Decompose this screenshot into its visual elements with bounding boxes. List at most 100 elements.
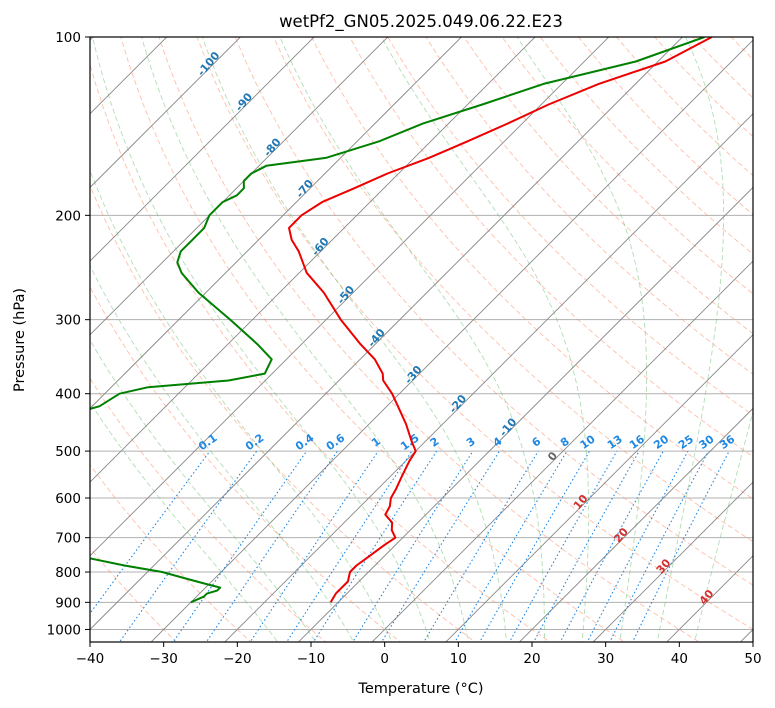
mixing-ratio-label: 0.4	[293, 431, 317, 453]
grid-lines	[90, 37, 753, 630]
isotherm-label: -10	[497, 415, 520, 439]
x-tick-label: −10	[297, 651, 326, 667]
y-axis-ticks: 100 200 300 400 500 600 700 800 900 1000	[47, 30, 90, 638]
mixing-ratio-label: 13	[605, 433, 625, 452]
moist-adiabat	[90, 401, 279, 642]
moist-adiabat	[694, 409, 753, 642]
mixing-ratio-line	[352, 450, 474, 642]
isotherm-line	[297, 186, 753, 642]
isotherm-line	[90, 37, 684, 631]
moist-adiabat	[141, 37, 469, 642]
mixing-ratio-label: 8	[558, 435, 572, 450]
dry-adiabat	[577, 37, 753, 216]
mixing-ratio-label: 3	[464, 435, 478, 450]
mixing-ratio-line	[423, 450, 539, 642]
y-tick-label: 700	[55, 531, 81, 547]
plot-frame	[89, 36, 754, 643]
dry-adiabat	[90, 547, 177, 642]
moist-adiabat	[90, 339, 317, 642]
dry-adiabat	[272, 37, 753, 543]
isotherm-label: -60	[309, 235, 332, 259]
mixing-ratio-line	[90, 450, 211, 615]
mixing-ratio-line	[609, 450, 709, 642]
dry-adiabat	[90, 285, 402, 642]
mixing-ratio-line	[172, 450, 308, 642]
dry-adiabat	[501, 37, 753, 295]
isotherm-line	[90, 37, 463, 410]
moist-adiabat	[201, 37, 507, 642]
mixing-ratio-line	[286, 450, 413, 642]
dry-adiabat	[615, 37, 753, 177]
dry-adiabat	[743, 10, 775, 654]
dry-adiabat	[90, 377, 327, 642]
mixing-ratio-label: 6	[529, 435, 543, 450]
dry-adiabat	[158, 37, 701, 642]
isotherm-label: -90	[233, 90, 256, 114]
mixing-ratio-label: 36	[717, 432, 737, 452]
dry-adiabat	[90, 184, 476, 642]
isotherm-line	[518, 407, 753, 642]
dry-adiabat	[311, 37, 753, 500]
mixing-ratio-line	[118, 450, 258, 642]
temperature-series-line	[288, 37, 713, 603]
y-tick-label: 200	[55, 208, 81, 224]
dry-adiabat	[539, 37, 753, 255]
moist-adiabat	[380, 37, 590, 642]
moist-adiabat	[279, 37, 545, 642]
x-tick-label: 40	[671, 651, 688, 667]
isotherm-line	[90, 37, 536, 483]
isotherm-line	[224, 113, 753, 642]
isotherm-label: -40	[365, 326, 388, 350]
isotherm-line	[90, 37, 389, 336]
x-tick-label: −30	[149, 651, 178, 667]
isotherm-label: -50	[334, 283, 357, 307]
y-tick-label: 1000	[47, 622, 81, 638]
y-tick-label: 800	[55, 565, 81, 581]
moist-adiabat	[656, 37, 725, 642]
isotherm-line	[150, 39, 753, 642]
x-tick-label: 50	[744, 651, 761, 667]
x-tick-label: −40	[76, 651, 105, 667]
profile-series	[90, 37, 713, 604]
mixing-ratio-line	[312, 450, 438, 642]
mixing-ratio-line	[533, 450, 640, 642]
dry-adiabat	[90, 62, 551, 642]
x-tick-label: 20	[523, 651, 540, 667]
y-tick-label: 400	[55, 387, 81, 403]
isotherm-label: -100	[195, 49, 223, 79]
dry-adiabat	[387, 37, 753, 416]
x-tick-label: 0	[380, 651, 389, 667]
moist-adiabat	[90, 264, 355, 642]
x-tick-label: 30	[597, 651, 614, 667]
isotherms	[90, 37, 753, 642]
x-tick-label: −20	[223, 651, 252, 667]
isotherm-line	[592, 481, 753, 642]
mixing-ratio-line	[559, 450, 664, 642]
isotherm-line	[371, 260, 753, 642]
mixing-ratio-label: 20	[651, 432, 671, 452]
moist-adiabat	[92, 37, 431, 642]
mixing-ratio-label: 30	[696, 432, 716, 452]
isotherm-label: 10	[571, 492, 591, 512]
isotherm-line	[445, 334, 753, 642]
mixing-ratio-line	[249, 450, 379, 642]
dry-adiabat	[692, 37, 753, 99]
mixing-ratio-line	[631, 450, 730, 642]
dry-adiabat	[349, 37, 753, 458]
isotherm-line	[90, 37, 610, 557]
mixing-ratio-line	[479, 450, 591, 642]
moist-adiabat	[516, 37, 648, 642]
moist-adiabats	[90, 37, 753, 642]
isotherm-label: 20	[611, 525, 631, 545]
isotherm-line	[90, 37, 242, 189]
mixing-ratio-lines	[90, 450, 730, 642]
x-tick-label: 10	[450, 651, 467, 667]
dry-adiabat	[730, 37, 753, 60]
dry-adiabat	[120, 37, 626, 642]
mixing-ratio-line	[586, 450, 689, 642]
isotherm-label: -80	[261, 135, 284, 159]
chart-title: wetPf2_GN05.2025.049.06.22.E23	[279, 12, 563, 32]
y-tick-label: 600	[55, 491, 81, 507]
